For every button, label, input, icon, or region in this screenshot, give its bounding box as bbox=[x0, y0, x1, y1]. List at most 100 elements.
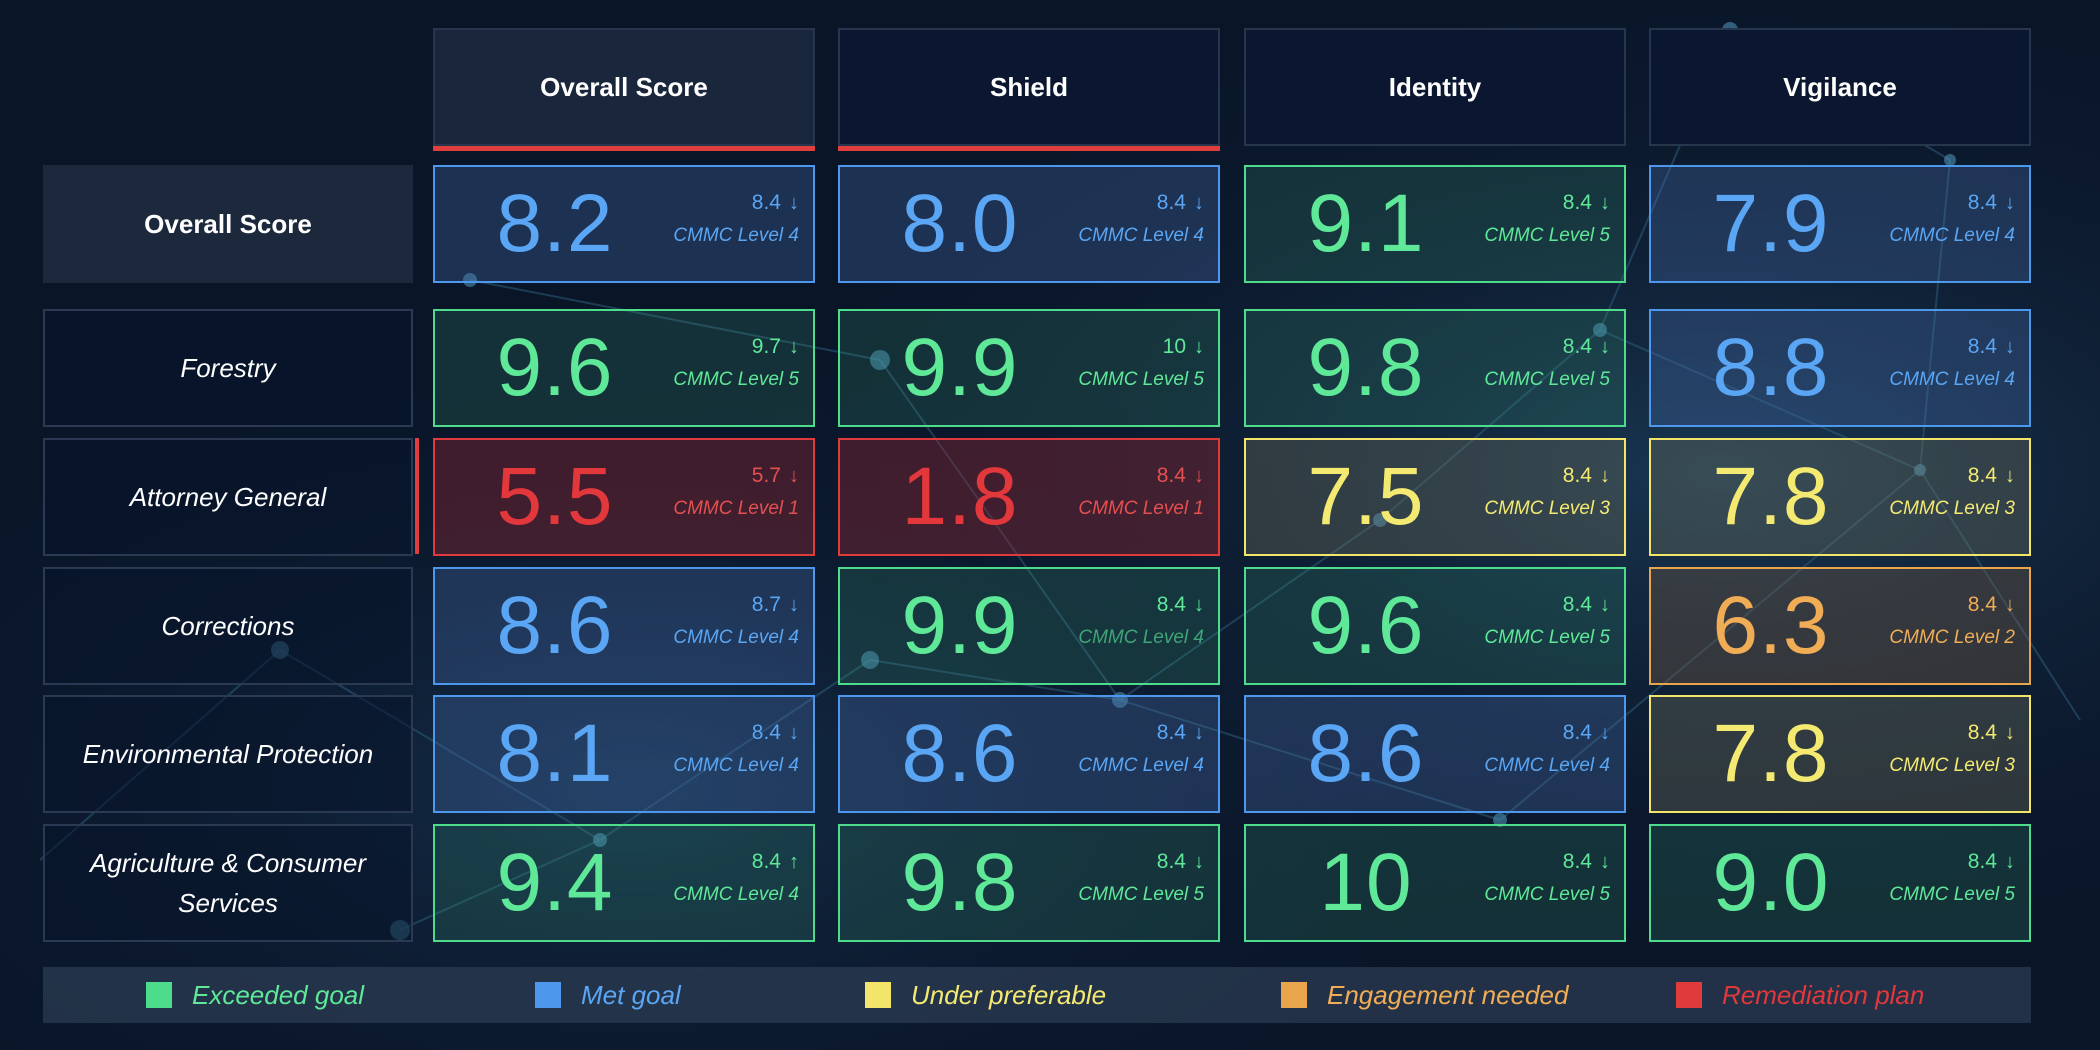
score-value: 9.6 bbox=[496, 322, 614, 413]
score-cell[interactable]: 7.9 8.4 ↓ CMMC Level 4 bbox=[1649, 165, 2031, 283]
row-label-forestry[interactable]: Forestry bbox=[43, 309, 413, 427]
score-value: 9.1 bbox=[1307, 178, 1425, 269]
score-cell[interactable]: 8.8 8.4 ↓ CMMC Level 4 bbox=[1649, 309, 2031, 427]
cmmc-level: CMMC Level 4 bbox=[1889, 225, 2015, 246]
score-value: 8.6 bbox=[496, 580, 614, 671]
score-cell[interactable]: 7.5 8.4 ↓ CMMC Level 3 bbox=[1244, 438, 1626, 556]
score-cell[interactable]: 9.9 10 ↓ CMMC Level 5 bbox=[838, 309, 1220, 427]
score-value: 9.8 bbox=[901, 837, 1019, 928]
cmmc-level: CMMC Level 4 bbox=[673, 755, 799, 776]
score-cell[interactable]: 8.6 8.4 ↓ CMMC Level 4 bbox=[1244, 695, 1626, 813]
arrow-down-icon: ↓ bbox=[2005, 465, 2015, 487]
delta-value: 8.4 bbox=[1562, 721, 1592, 744]
score-delta: 8.4 ↓ bbox=[1563, 464, 1610, 488]
active-column-indicator bbox=[433, 146, 815, 151]
arrow-down-icon: ↓ bbox=[1600, 465, 1610, 487]
delta-value: 8.4 bbox=[1156, 721, 1186, 744]
score-cell[interactable]: 8.6 8.4 ↓ CMMC Level 4 bbox=[838, 695, 1220, 813]
column-header-label: Overall Score bbox=[540, 71, 708, 102]
score-delta: 8.4 ↓ bbox=[1157, 464, 1204, 488]
delta-value: 8.4 bbox=[1967, 335, 1997, 358]
column-header-label: Identity bbox=[1388, 71, 1482, 102]
score-delta: 8.4 ↓ bbox=[1968, 335, 2015, 359]
score-cell[interactable]: 7.8 8.4 ↓ CMMC Level 3 bbox=[1649, 695, 2031, 813]
arrow-down-icon: ↓ bbox=[1194, 851, 1204, 873]
arrow-down-icon: ↓ bbox=[1600, 722, 1610, 744]
cmmc-level: CMMC Level 4 bbox=[1078, 755, 1204, 776]
score-cell[interactable]: 8.2 8.4 ↓ CMMC Level 4 bbox=[433, 165, 815, 283]
arrow-down-icon: ↓ bbox=[789, 594, 799, 616]
column-header-identity[interactable]: Identity bbox=[1244, 28, 1626, 146]
row-label-text: Corrections bbox=[161, 611, 295, 641]
arrow-down-icon: ↓ bbox=[2005, 192, 2015, 214]
legend-label: Exceeded goal bbox=[192, 979, 365, 1010]
cmmc-level: CMMC Level 3 bbox=[1484, 498, 1610, 519]
arrow-down-icon: ↓ bbox=[789, 722, 799, 744]
score-value: 7.9 bbox=[1712, 178, 1830, 269]
score-delta: 8.4 ↓ bbox=[1968, 464, 2015, 488]
score-cell[interactable]: 5.5 5.7 ↓ CMMC Level 1 bbox=[433, 438, 815, 556]
delta-value: 8.4 bbox=[1967, 721, 1997, 744]
score-delta: 8.4 ↓ bbox=[1968, 593, 2015, 617]
column-header-overall-score[interactable]: Overall Score bbox=[433, 28, 815, 146]
score-cell[interactable]: 8.1 8.4 ↓ CMMC Level 4 bbox=[433, 695, 815, 813]
score-cell[interactable]: 9.8 8.4 ↓ CMMC Level 5 bbox=[838, 824, 1220, 942]
cmmc-level: CMMC Level 5 bbox=[1889, 884, 2015, 905]
score-delta: 9.7 ↓ bbox=[752, 335, 799, 359]
score-value: 9.6 bbox=[1307, 580, 1425, 671]
delta-value: 8.7 bbox=[751, 593, 781, 616]
score-cell[interactable]: 7.8 8.4 ↓ CMMC Level 3 bbox=[1649, 438, 2031, 556]
arrow-down-icon: ↓ bbox=[2005, 851, 2015, 873]
score-cell[interactable]: 6.3 8.4 ↓ CMMC Level 2 bbox=[1649, 567, 2031, 685]
legend-item-under: Under preferable bbox=[865, 967, 1106, 1023]
row-label-attorney-general[interactable]: Attorney General bbox=[43, 438, 413, 556]
legend-swatch bbox=[1676, 982, 1702, 1008]
score-delta: 8.4 ↓ bbox=[1968, 191, 2015, 215]
score-cell[interactable]: 9.6 8.4 ↓ CMMC Level 5 bbox=[1244, 567, 1626, 685]
score-value: 1.8 bbox=[901, 451, 1019, 542]
score-delta: 8.4 ↓ bbox=[1563, 335, 1610, 359]
legend-label: Remediation plan bbox=[1722, 979, 1925, 1010]
score-cell[interactable]: 9.0 8.4 ↓ CMMC Level 5 bbox=[1649, 824, 2031, 942]
score-value: 9.9 bbox=[901, 580, 1019, 671]
delta-value: 8.4 bbox=[1562, 593, 1592, 616]
score-cell[interactable]: 9.1 8.4 ↓ CMMC Level 5 bbox=[1244, 165, 1626, 283]
row-label-text: Forestry bbox=[180, 353, 276, 383]
row-label-overall-score[interactable]: Overall Score bbox=[43, 165, 413, 283]
score-value: 8.1 bbox=[496, 708, 614, 799]
row-label-text: Attorney General bbox=[129, 482, 327, 512]
arrow-down-icon: ↓ bbox=[789, 336, 799, 358]
score-cell[interactable]: 10 8.4 ↓ CMMC Level 5 bbox=[1244, 824, 1626, 942]
score-value: 8.6 bbox=[1307, 708, 1425, 799]
score-delta: 8.4 ↓ bbox=[752, 191, 799, 215]
score-value: 6.3 bbox=[1712, 580, 1830, 671]
score-delta: 8.4 ↓ bbox=[1968, 721, 2015, 745]
score-cell[interactable]: 1.8 8.4 ↓ CMMC Level 1 bbox=[838, 438, 1220, 556]
score-cell[interactable]: 9.8 8.4 ↓ CMMC Level 5 bbox=[1244, 309, 1626, 427]
cmmc-level: CMMC Level 5 bbox=[1484, 225, 1610, 246]
row-label-environmental-protection[interactable]: Environmental Protection bbox=[43, 695, 413, 813]
column-header-shield[interactable]: Shield bbox=[838, 28, 1220, 146]
score-cell[interactable]: 8.0 8.4 ↓ CMMC Level 4 bbox=[838, 165, 1220, 283]
score-cell[interactable]: 9.6 9.7 ↓ CMMC Level 5 bbox=[433, 309, 815, 427]
delta-value: 8.4 bbox=[1967, 850, 1997, 873]
cmmc-level: CMMC Level 4 bbox=[1484, 755, 1610, 776]
score-value: 7.8 bbox=[1712, 451, 1830, 542]
score-cell[interactable]: 9.4 8.4 ↑ CMMC Level 4 bbox=[433, 824, 815, 942]
legend-label: Engagement needed bbox=[1327, 979, 1569, 1010]
column-header-vigilance[interactable]: Vigilance bbox=[1649, 28, 2031, 146]
cmmc-level: CMMC Level 5 bbox=[1078, 884, 1204, 905]
score-delta: 8.7 ↓ bbox=[752, 593, 799, 617]
delta-value: 8.4 bbox=[1562, 191, 1592, 214]
delta-value: 8.4 bbox=[1562, 464, 1592, 487]
delta-value: 5.7 bbox=[751, 464, 781, 487]
score-delta: 5.7 ↓ bbox=[752, 464, 799, 488]
row-label-corrections[interactable]: Corrections bbox=[43, 567, 413, 685]
score-cell[interactable]: 8.6 8.7 ↓ CMMC Level 4 bbox=[433, 567, 815, 685]
arrow-down-icon: ↓ bbox=[1194, 722, 1204, 744]
active-column-indicator bbox=[838, 146, 1220, 151]
score-cell[interactable]: 9.9 8.4 ↓ CMMC Level 4 bbox=[838, 567, 1220, 685]
row-label-agriculture-consumer-services[interactable]: Agriculture & Consumer Services bbox=[43, 824, 413, 942]
delta-value: 8.4 bbox=[751, 721, 781, 744]
legend-label: Under preferable bbox=[911, 979, 1107, 1010]
